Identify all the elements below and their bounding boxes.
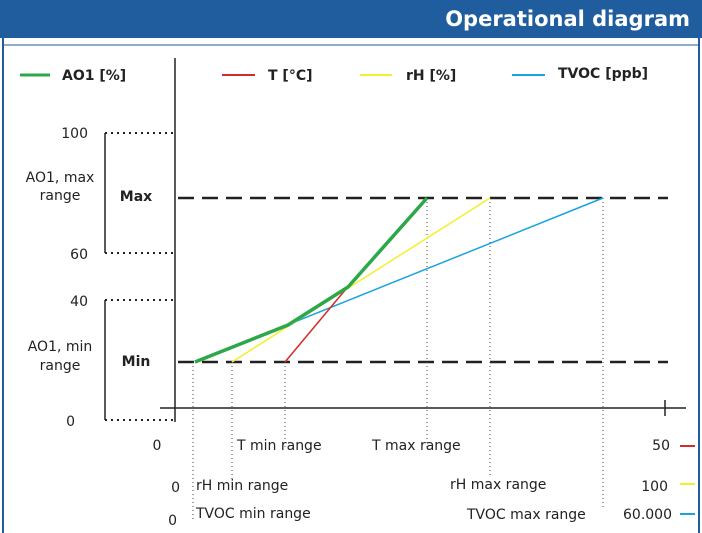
range-label: range bbox=[40, 358, 81, 374]
dotted-guides bbox=[105, 132, 175, 421]
legend-label: AO1 [%] bbox=[62, 68, 126, 84]
ao1-line bbox=[194, 196, 429, 364]
y-label: 60 bbox=[70, 247, 88, 263]
dashed-levels bbox=[178, 196, 668, 364]
range-label: AO1, min bbox=[28, 339, 93, 355]
min-label: Min bbox=[122, 354, 151, 370]
x-label: T max range bbox=[371, 438, 461, 454]
x-label: TVOC min range bbox=[195, 506, 311, 522]
header-title: Operational diagram bbox=[445, 7, 690, 31]
legend-label: rH [%] bbox=[406, 68, 456, 84]
legend-label: TVOC [ppb] bbox=[558, 66, 648, 82]
x-label: 0 bbox=[153, 438, 162, 454]
x-label: 60.000 bbox=[623, 507, 672, 523]
x-label: rH min range bbox=[196, 478, 288, 494]
header-bar bbox=[0, 0, 702, 38]
x-label: T min range bbox=[236, 438, 322, 454]
legend-label: T [°C] bbox=[268, 68, 313, 84]
t-line bbox=[284, 288, 347, 363]
range-label: range bbox=[40, 188, 81, 204]
y-label: 100 bbox=[61, 126, 88, 142]
x-label: rH max range bbox=[450, 477, 546, 493]
dotted-verticals bbox=[192, 198, 604, 522]
range-label: AO1, max bbox=[26, 170, 95, 186]
max-label: Max bbox=[120, 189, 152, 205]
y-label: 0 bbox=[66, 414, 75, 430]
x-label: 50 bbox=[652, 438, 670, 454]
y-label: 40 bbox=[70, 294, 88, 310]
x-label: 0 bbox=[171, 480, 180, 496]
x-label: 0 bbox=[168, 513, 177, 529]
x-label: 100 bbox=[641, 479, 668, 495]
rh-line bbox=[231, 197, 491, 363]
x-label: TVOC max range bbox=[466, 507, 586, 523]
